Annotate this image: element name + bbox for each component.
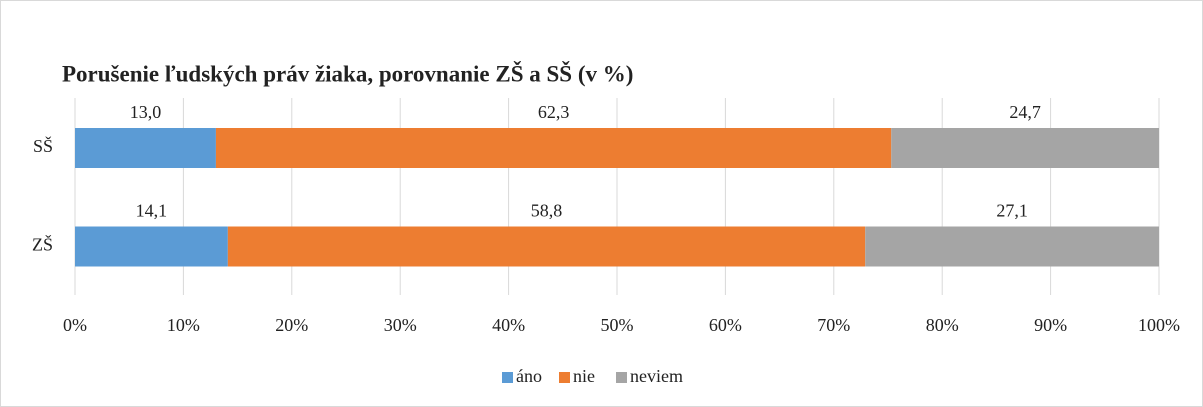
bar-segment — [215, 128, 892, 168]
x-tick-label: 10% — [167, 315, 200, 335]
legend-swatch — [502, 372, 513, 383]
x-tick-label: 90% — [1034, 315, 1067, 335]
legend-swatch — [616, 372, 627, 383]
bar-segment — [865, 226, 1159, 267]
value-label: 62,3 — [538, 102, 570, 122]
value-label: 14,1 — [136, 201, 168, 221]
value-label: 27,1 — [996, 201, 1028, 221]
bar-segment — [227, 226, 866, 267]
legend-swatch — [559, 372, 570, 383]
x-tick-label: 40% — [492, 315, 525, 335]
chart-title: Porušenie ľudských práv žiaka, porovnani… — [62, 60, 633, 86]
x-tick-label: 60% — [709, 315, 742, 335]
x-tick-label: 100% — [1138, 315, 1180, 335]
value-label: 24,7 — [1009, 102, 1041, 122]
bar-segment — [891, 128, 1159, 168]
value-label: 13,0 — [130, 102, 162, 122]
x-tick-label: 0% — [63, 315, 87, 335]
y-tick-label: SŠ — [33, 135, 53, 156]
legend-label: neviem — [630, 366, 683, 386]
x-tick-label: 80% — [926, 315, 959, 335]
x-tick-label: 30% — [384, 315, 417, 335]
x-tick-label: 50% — [601, 315, 634, 335]
legend-label: áno — [516, 366, 542, 386]
bar-segment — [75, 226, 228, 267]
value-label: 58,8 — [531, 201, 563, 221]
y-tick-label: ZŠ — [32, 234, 53, 255]
bar-segment — [75, 128, 216, 168]
legend-label: nie — [573, 366, 595, 386]
x-tick-label: 20% — [275, 315, 308, 335]
x-tick-label: 70% — [817, 315, 850, 335]
